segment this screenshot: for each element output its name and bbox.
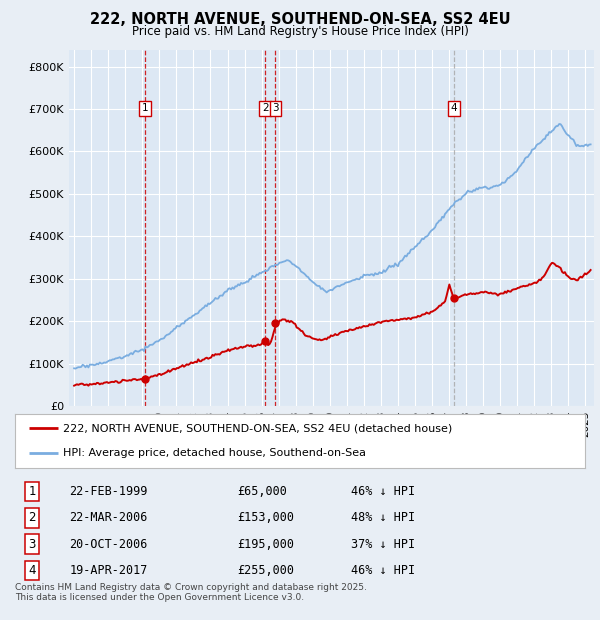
Text: Contains HM Land Registry data © Crown copyright and database right 2025.
This d: Contains HM Land Registry data © Crown c… — [15, 583, 367, 602]
Text: £65,000: £65,000 — [238, 485, 287, 498]
Text: 3: 3 — [272, 104, 279, 113]
Text: 37% ↓ HPI: 37% ↓ HPI — [351, 538, 415, 551]
Text: £195,000: £195,000 — [238, 538, 295, 551]
Text: HPI: Average price, detached house, Southend-on-Sea: HPI: Average price, detached house, Sout… — [64, 448, 367, 458]
Text: Price paid vs. HM Land Registry's House Price Index (HPI): Price paid vs. HM Land Registry's House … — [131, 25, 469, 38]
Text: 20-OCT-2006: 20-OCT-2006 — [69, 538, 148, 551]
Text: 22-MAR-2006: 22-MAR-2006 — [69, 512, 148, 525]
Text: 19-APR-2017: 19-APR-2017 — [69, 564, 148, 577]
Text: 2: 2 — [262, 104, 269, 113]
Text: £255,000: £255,000 — [238, 564, 295, 577]
Text: £153,000: £153,000 — [238, 512, 295, 525]
Text: 1: 1 — [142, 104, 148, 113]
Text: 2: 2 — [28, 512, 36, 525]
Text: 4: 4 — [451, 104, 458, 113]
Text: 4: 4 — [28, 564, 36, 577]
Text: 1: 1 — [28, 485, 36, 498]
Text: 46% ↓ HPI: 46% ↓ HPI — [351, 564, 415, 577]
Text: 48% ↓ HPI: 48% ↓ HPI — [351, 512, 415, 525]
Text: 22-FEB-1999: 22-FEB-1999 — [69, 485, 148, 498]
Text: 46% ↓ HPI: 46% ↓ HPI — [351, 485, 415, 498]
Text: 222, NORTH AVENUE, SOUTHEND-ON-SEA, SS2 4EU (detached house): 222, NORTH AVENUE, SOUTHEND-ON-SEA, SS2 … — [64, 423, 453, 433]
Text: 3: 3 — [28, 538, 36, 551]
Text: 222, NORTH AVENUE, SOUTHEND-ON-SEA, SS2 4EU: 222, NORTH AVENUE, SOUTHEND-ON-SEA, SS2 … — [89, 12, 511, 27]
